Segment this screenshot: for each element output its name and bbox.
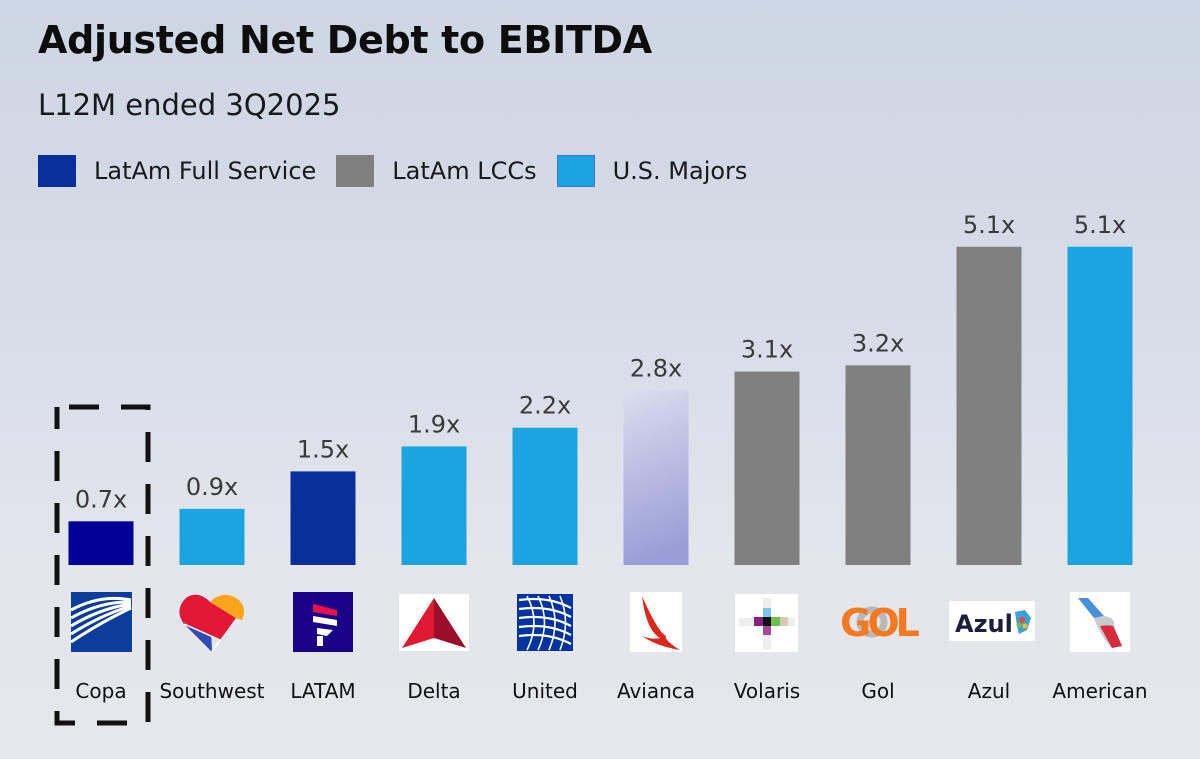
bar-delta: [401, 446, 467, 565]
legend-item-latam-lccs: LatAm LCCs: [336, 155, 537, 187]
data-label-volaris: 3.1x: [741, 336, 793, 364]
category-label-gol: Gol: [861, 679, 894, 703]
data-label-latam: 1.5x: [297, 435, 349, 463]
category-label-american: American: [1052, 679, 1147, 703]
category-label-united: United: [512, 679, 578, 703]
copa-logo-icon: [70, 592, 132, 652]
bar-copa: [68, 521, 134, 565]
data-label-gol: 3.2x: [852, 329, 904, 357]
american-logo-icon: [1070, 592, 1130, 652]
category-label-avianca: Avianca: [617, 679, 695, 703]
legend-swatch: [556, 155, 595, 187]
southwest-heart-logo-icon: [179, 594, 244, 653]
legend-label: LatAm Full Service: [94, 157, 317, 185]
avianca-logo-icon: [630, 592, 682, 652]
data-label-united: 2.2x: [519, 392, 571, 420]
svg-text:Azul: Azul: [955, 610, 1013, 638]
bar-latam: [290, 471, 356, 565]
data-label-azul: 5.1x: [963, 211, 1015, 239]
data-label-southwest: 0.9x: [186, 473, 238, 501]
category-label-azul: Azul: [968, 679, 1010, 703]
legend: LatAm Full Service LatAm LCCs U.S. Major…: [38, 155, 767, 187]
legend-item-latam-full-service: LatAm Full Service: [38, 155, 316, 187]
volaris-logo-icon: [735, 594, 798, 652]
chart-title: Adjusted Net Debt to EBITDA: [38, 18, 652, 62]
data-label-delta: 1.9x: [408, 410, 460, 438]
delta-triangle-logo-icon: [399, 594, 469, 651]
category-label-delta: Delta: [407, 679, 460, 703]
bar-gol: [845, 365, 911, 565]
svg-text:GOL: GOL: [840, 601, 919, 645]
bar-united: [512, 427, 578, 565]
legend-swatch: [38, 155, 76, 187]
bar-southwest: [179, 508, 245, 565]
latam-logo-icon: [293, 592, 353, 652]
category-label-volaris: Volaris: [734, 679, 800, 703]
azul-logo-icon: Azul: [949, 601, 1035, 641]
copa-highlight-box: [54, 404, 151, 726]
data-label-copa: 0.7x: [75, 485, 127, 513]
united-globe-logo-icon: [517, 594, 573, 651]
chart-subtitle: L12M ended 3Q2025: [38, 88, 341, 122]
category-label-copa: Copa: [75, 679, 126, 703]
legend-item-us-majors: U.S. Majors: [556, 155, 748, 187]
bar-volaris: [734, 371, 800, 565]
data-label-avianca: 2.8x: [630, 354, 682, 382]
bar-avianca: [623, 390, 689, 565]
legend-label: LatAm LCCs: [392, 157, 537, 185]
bar-azul: [956, 246, 1022, 565]
category-label-southwest: Southwest: [159, 679, 264, 703]
gol-logo-icon: GOL: [840, 601, 923, 645]
category-label-latam: LATAM: [290, 679, 355, 703]
legend-swatch: [336, 155, 375, 187]
data-label-american: 5.1x: [1074, 211, 1126, 239]
legend-label: U.S. Majors: [612, 157, 748, 185]
bar-american: [1067, 246, 1133, 565]
